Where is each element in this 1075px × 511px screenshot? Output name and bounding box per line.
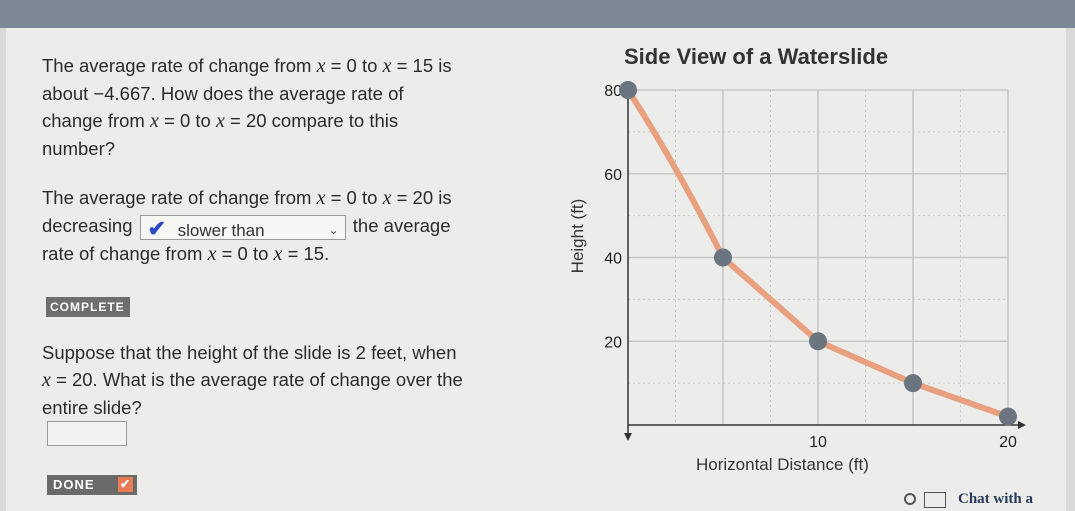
chat-widget[interactable]: Chat with a [900,490,1075,511]
question-2-text: The average rate of change from x = 0 to… [42,187,452,265]
data-point [999,407,1017,426]
comparison-dropdown[interactable]: ✔ slower than ⌄ [139,214,346,241]
chevron-down-icon: ⌄ [328,222,339,237]
done-button[interactable]: DONE ✔ [47,475,137,495]
x-axis-label: Horizontal Distance (ft) [696,455,869,474]
question-panel [6,28,1066,511]
check-icon: ✔ [147,215,167,241]
question-3-text: Suppose that the height of the slide is … [42,342,463,418]
x-axis-arrow-icon [1018,421,1026,429]
y-tick-label: 40 [604,251,622,268]
y-tick-label: 80 [604,83,622,100]
chat-icon [904,493,916,505]
top-bar [0,0,1075,28]
chat-label: Chat with a [958,491,1034,507]
check-icon: ✔ [118,477,133,492]
complete-button[interactable]: COMPLETE [46,297,130,317]
data-point [809,332,827,351]
y-axis-label: Height (ft) [568,199,587,274]
question-1-text: The average rate of change from x = 0 to… [42,55,452,159]
x-tick-label: 20 [999,434,1017,451]
data-point [904,374,922,393]
x-tick-label: 10 [809,434,827,451]
dropdown-value: slower than [177,220,265,240]
slide-curve [625,87,1011,420]
chat-box-icon [924,492,946,508]
y-axis-arrow-icon [624,433,632,441]
y-tick-label: 60 [604,167,622,184]
data-point [714,248,732,267]
answer-input[interactable] [47,421,127,446]
chart-title: Side View of a Waterslide [624,44,889,69]
data-point [619,81,637,99]
y-tick-label: 20 [604,334,622,351]
